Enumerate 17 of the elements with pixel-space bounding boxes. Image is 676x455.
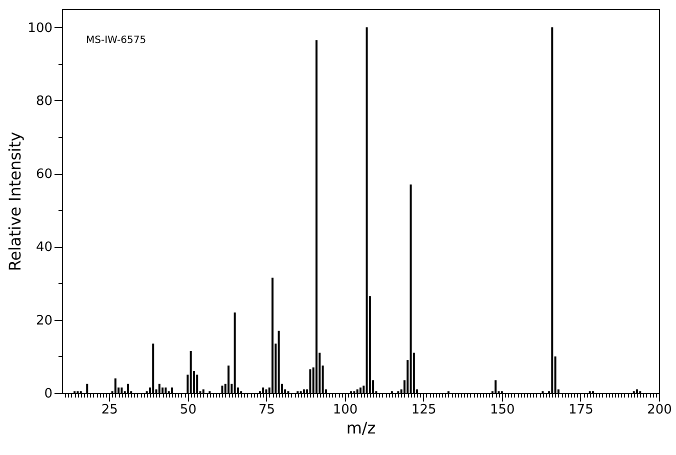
x-tick-label: 125 <box>411 402 436 418</box>
x-tick-label: 175 <box>568 402 594 418</box>
x-tick-label: 75 <box>258 402 276 418</box>
y-tick-label: 0 <box>44 386 52 402</box>
x-tick-label: 100 <box>332 402 358 418</box>
y-tick-label: 60 <box>36 167 52 182</box>
y-axis-title: Relative Intensity <box>6 132 25 272</box>
y-tick-label: 40 <box>36 240 52 256</box>
x-axis-title: m/z <box>346 418 376 438</box>
x-tick-label: 200 <box>647 402 672 418</box>
x-tick-label: 150 <box>490 402 515 418</box>
annotation: MS-IW-6575 <box>86 35 146 46</box>
x-tick-label: 25 <box>101 402 118 418</box>
y-tick-label: 80 <box>36 94 52 109</box>
y-tick-label: 20 <box>36 313 52 328</box>
x-tick-label: 50 <box>180 402 196 418</box>
y-tick-label: 100 <box>28 20 52 36</box>
